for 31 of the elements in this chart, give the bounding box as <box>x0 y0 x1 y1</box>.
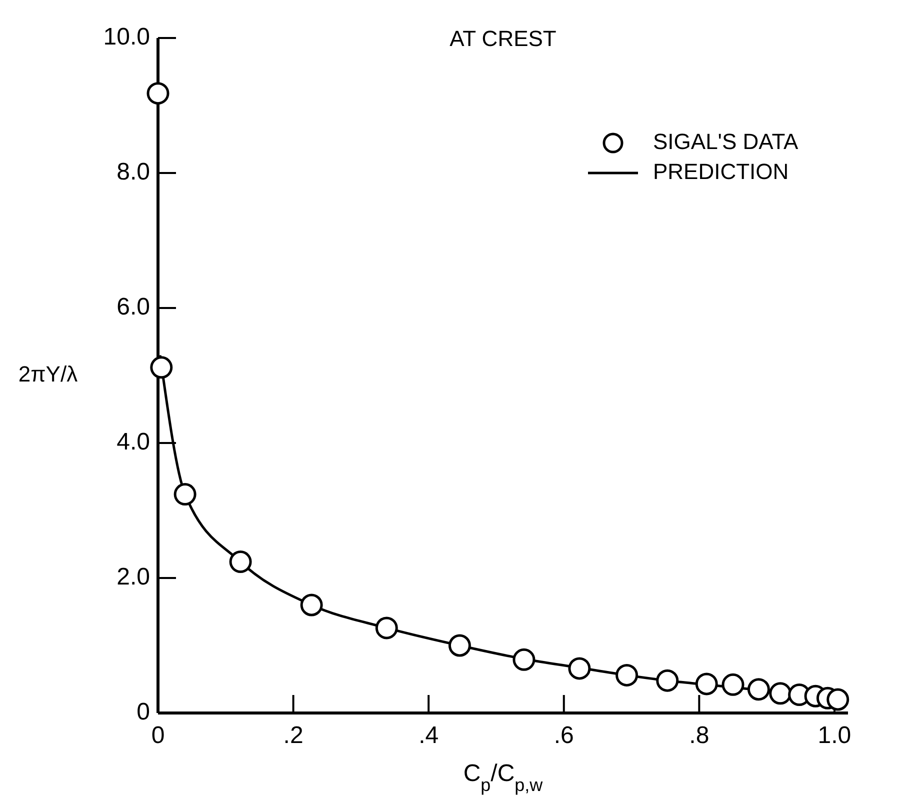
x-tick-label: 1.0 <box>818 722 852 749</box>
y-tick-label: 6.0 <box>116 293 150 320</box>
x-axis-title: C$_{p}$/C$_{p,w}$ <box>463 760 544 795</box>
point <box>616 664 638 686</box>
y-axis-title: 2πY/λ <box>18 361 78 386</box>
point <box>512 648 536 671</box>
y-tick-label: 10.0 <box>103 23 150 50</box>
y-tick-label: 4.0 <box>116 428 150 456</box>
y-tick-label: 2.0 <box>116 563 150 590</box>
point <box>150 356 173 379</box>
legend-label: PREDICTION <box>653 158 789 184</box>
point <box>656 669 679 692</box>
y-tick-label: 8.0 <box>116 158 150 186</box>
point <box>146 82 170 105</box>
point <box>375 616 398 640</box>
legend-label: SIGAL'S DATA <box>653 128 799 154</box>
point <box>300 594 323 616</box>
x-tick-label: .2 <box>283 722 304 749</box>
point <box>448 634 471 657</box>
point <box>174 483 196 506</box>
y-tick-label: 0 <box>136 698 150 726</box>
x-tick-label: .8 <box>689 722 710 749</box>
point <box>769 682 792 705</box>
point <box>568 657 591 680</box>
x-tick-label: .6 <box>554 722 574 749</box>
chart-title: AT CREST <box>450 26 556 51</box>
point <box>747 678 770 701</box>
point <box>722 673 744 696</box>
x-tick-label: .4 <box>418 722 439 749</box>
point <box>229 550 252 574</box>
point <box>695 672 718 696</box>
